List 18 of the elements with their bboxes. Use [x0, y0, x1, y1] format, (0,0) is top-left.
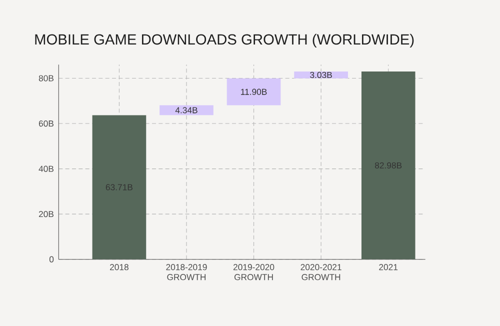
chart-title: MOBILE GAME DOWNLOADS GROWTH (WORLDWIDE)	[35, 34, 414, 48]
x-tick-label: 2020-2021 GROWTH	[300, 264, 342, 280]
y-tick-label: 0	[49, 256, 54, 262]
x-tick-label: 2018	[110, 264, 128, 270]
bar	[92, 115, 146, 260]
data-label: 3.03B	[310, 72, 332, 78]
x-tick-label: 2019-2020 GROWTH	[233, 264, 274, 280]
bar	[226, 78, 281, 106]
data-label: 11.90B	[241, 88, 267, 95]
y-tick-label: 40B	[38, 166, 54, 172]
y-tick-label: 20B	[38, 211, 54, 218]
bar	[361, 72, 416, 260]
x-tick-label: 2018-2019 GROWTH	[166, 264, 207, 280]
bar	[294, 72, 348, 78]
data-label: 4.34B	[175, 107, 198, 114]
y-tick-label: 60B	[38, 120, 54, 127]
y-tick-label: 80B	[38, 75, 54, 82]
x-tick-label: 2021	[379, 264, 398, 270]
